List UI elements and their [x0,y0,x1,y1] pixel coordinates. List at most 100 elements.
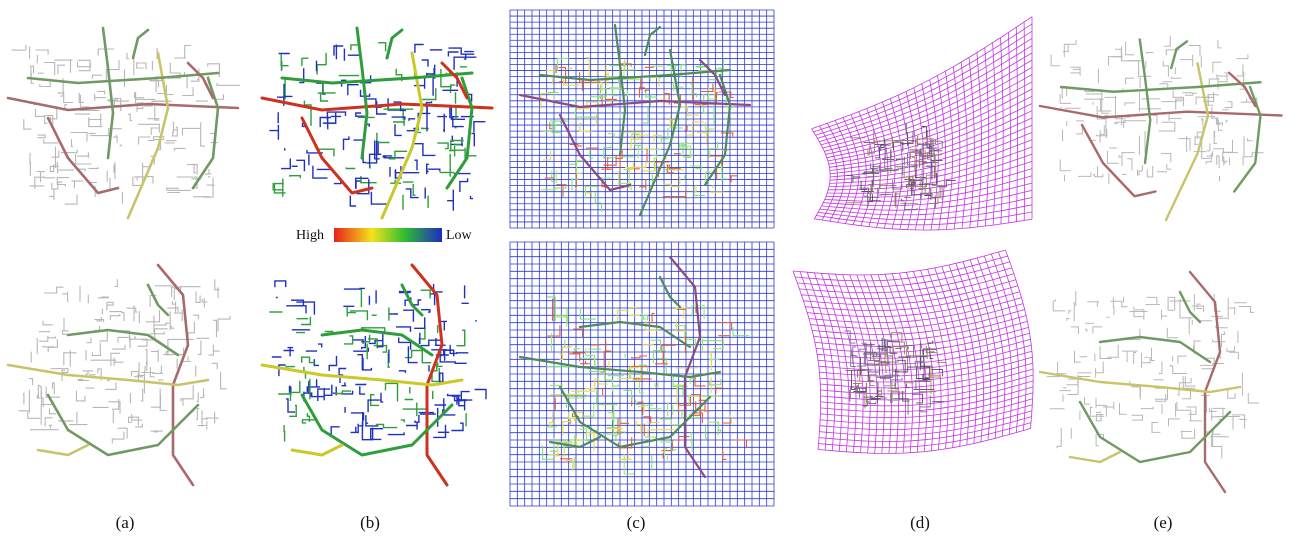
street-segment [568,392,586,399]
warped-grid-line [815,30,1033,136]
street-segment [715,387,724,395]
street-segment [847,174,861,183]
street-segment [422,88,437,101]
street-segment [568,353,581,362]
street-segment [45,386,61,398]
warped-grid-line [811,128,831,220]
street-segment [211,362,218,370]
street-segment [1095,411,1102,413]
street-segment [167,338,194,356]
street-segment [428,168,441,172]
deformation-grid [509,241,775,507]
street-segment [550,450,559,452]
street-segment [1078,172,1092,177]
warped-grid-line [830,117,1033,175]
street-segment [869,374,877,386]
street-segment [361,336,366,350]
street-segment [131,413,143,421]
street-segment [915,160,928,163]
street-segment [689,378,697,385]
street-segment [452,147,466,159]
street-segment [94,319,105,323]
street-segment [213,319,218,338]
street-segment [550,123,563,133]
street-segment [421,59,429,67]
street-segment [334,390,352,395]
street-segment [296,301,316,315]
street-segment [663,92,670,105]
street-segment [615,150,623,159]
street-segment [888,380,897,389]
warped-grid-line [1000,37,1004,225]
street-segment [1070,326,1079,334]
street-segment [904,345,915,358]
street-segment [149,367,155,378]
street-segment [101,308,103,315]
street-segment [165,187,179,190]
street-segment [439,354,456,363]
street-segment [617,309,629,321]
street-segment [857,370,861,382]
street-segment [111,399,120,410]
street-segment [548,91,559,101]
street-segment [195,291,201,303]
street-segment [150,80,160,88]
street-segment [584,186,598,199]
street-segment [1095,128,1108,137]
street-segment [915,365,930,379]
street-segment [289,380,301,394]
street-segment [904,178,915,188]
street-segment [1161,153,1172,163]
street-segment [39,82,51,88]
arterial-road [638,48,682,217]
caption-a: (a) [115,513,135,532]
street-segment [1096,106,1107,139]
street-segment [575,160,587,174]
street-segment [573,348,580,352]
arterial-road [260,363,464,387]
street-segment [289,404,297,417]
street-segment [667,403,669,417]
street-segment [631,133,640,138]
street-segment [704,171,712,183]
street-segment [1162,60,1169,77]
street-segment [112,344,126,350]
street-segment [44,61,56,76]
street-segment [1169,365,1187,374]
street-segment [644,89,649,92]
street-segment [201,410,208,427]
street-segment [449,344,469,355]
street-segment [1139,75,1152,88]
street-segment [373,344,388,353]
street-segment [884,374,900,381]
street-segment [357,354,363,371]
panel-d-bottom [792,249,1034,454]
street-segment [451,422,464,432]
street-segment [145,176,154,184]
street-segment [179,286,201,290]
street-segment [420,339,442,347]
street-segment [680,64,686,77]
street-segment [612,384,619,387]
street-segment [394,124,402,137]
arterial-road [186,61,215,100]
warped-grid-line [818,204,1033,221]
street-segment [892,179,903,190]
street-segment [642,314,649,321]
street-segment [638,382,644,394]
street-segment [1238,306,1255,313]
street-segment [931,369,944,377]
street-segment [1175,98,1185,110]
street-segment [863,195,878,208]
street-segment [62,291,69,302]
street-segment [214,279,220,291]
street-segment [159,388,167,412]
panel-b-top [260,26,494,220]
street-segment [1156,171,1167,173]
arterial-road [1059,81,1262,93]
street-segment [190,68,200,82]
street-segment [623,454,635,475]
street-segment [194,365,197,377]
street-segment [393,121,405,124]
street-segment [49,189,55,200]
